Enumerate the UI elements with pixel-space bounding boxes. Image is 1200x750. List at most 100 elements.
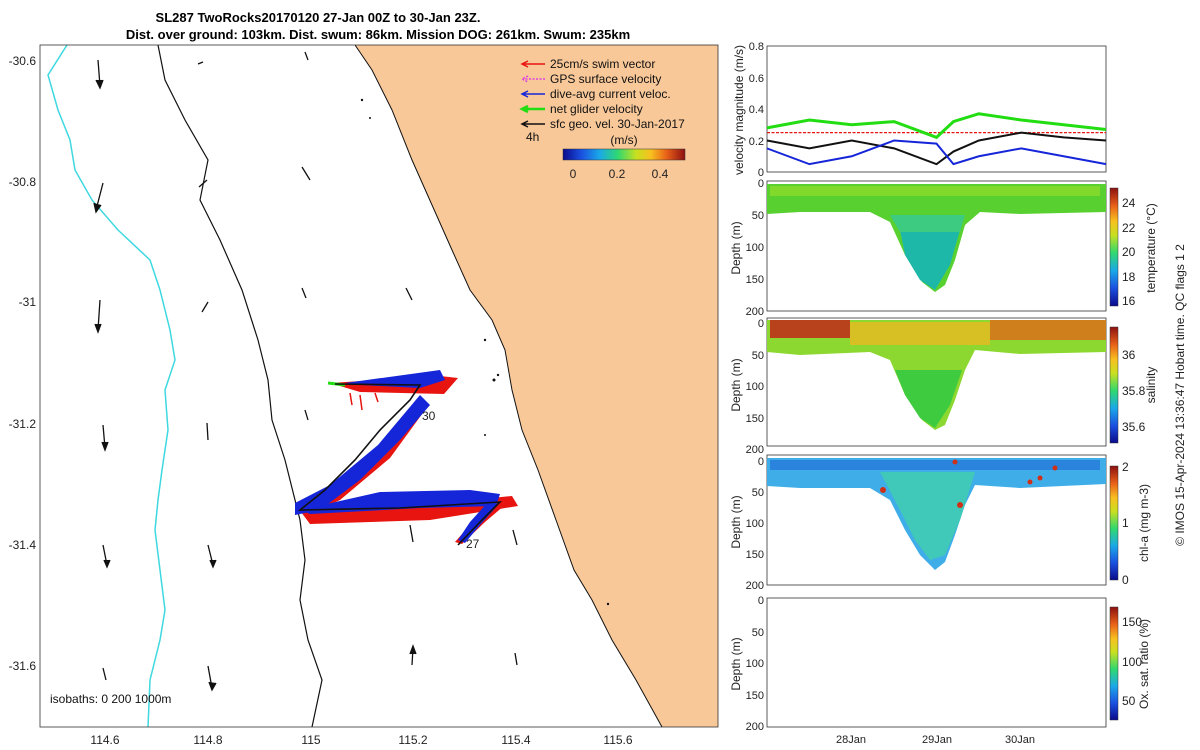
salinity-cbar-tick: 36 (1122, 348, 1136, 362)
chlorophyll-mid (880, 472, 975, 560)
oxygen-y-tick: 150 (746, 690, 764, 702)
map-y-tick: -31.2 (9, 417, 37, 431)
velocity-y-tick: 0.8 (749, 41, 764, 53)
velocity-y-tick: 0.4 (749, 104, 764, 116)
velocity-series-sfc-geo-velocity (766, 131, 1107, 166)
temperature-y-label: Depth (m) (729, 221, 743, 274)
velocity-y-tick: 0 (758, 167, 764, 179)
map-y-tick: -31.4 (9, 538, 37, 552)
legend-net-label: net glider velocity (550, 102, 643, 116)
map-legend: 25cm/s swim vector GPS surface velocity … (519, 57, 686, 181)
oxygen-y-tick: 200 (746, 721, 764, 733)
temperature-panel: 0 50 100 150 200 Depth (m) 24 22 20 18 1… (729, 178, 1158, 318)
salinity-y-tick: 0 (758, 318, 764, 330)
chlorophyll-hotspots (880, 459, 1058, 508)
oxygen-x-tick: 30Jan (1005, 734, 1035, 746)
temperature-surface-warm (770, 186, 1100, 196)
temperature-cbar-tick: 18 (1122, 270, 1136, 284)
day-label-30: 30 (422, 409, 436, 423)
geo-velocity-arrows (93, 51, 518, 692)
chlorophyll-cbar-tick: 2 (1122, 460, 1129, 474)
chlorophyll-y-tick: 150 (746, 549, 764, 561)
colorbar-tick: 0.4 (652, 167, 669, 181)
map-x-tick: 115.4 (501, 733, 530, 747)
map-x-axis: 114.6 114.8 115 115.2 115.4 115.6 (90, 733, 632, 747)
map-x-tick: 115.6 (603, 733, 632, 747)
salinity-y-tick: 200 (746, 444, 764, 456)
oxygen-plot-frame (766, 597, 1107, 728)
legend-current-arrow (520, 90, 545, 98)
temperature-cbar-tick: 24 (1122, 196, 1136, 210)
map-panel: 30 27 (40, 45, 718, 727)
temperature-cbar-label: temperature (°C) (1144, 203, 1158, 293)
oxygen-y-tick: 0 (758, 595, 764, 607)
map-y-tick: -30.8 (9, 175, 37, 189)
chlorophyll-y-tick: 100 (746, 518, 764, 530)
oxygen-y-tick: 50 (752, 627, 764, 639)
velocity-series-net-glider-velocity (766, 112, 1107, 140)
map-y-tick: -31 (19, 295, 37, 309)
oxygen-y-label: Depth (m) (729, 637, 743, 690)
chlorophyll-y-tick: 200 (746, 580, 764, 592)
chlorophyll-surface (770, 460, 1100, 470)
oxygen-panel: 0 50 100 150 200 Depth (m) 150 100 50 Ox… (729, 595, 1151, 746)
temperature-deep (900, 230, 960, 290)
legend-net-arrow (519, 104, 545, 114)
legend-gps-arrow (520, 75, 545, 83)
velocity-y-axis: 0.8 0.6 0.4 0.2 0 (749, 41, 764, 179)
map-x-tick: 115.2 (398, 733, 427, 747)
title-line-2: Dist. over ground: 103km. Dist. swum: 86… (126, 27, 630, 42)
isobath-200m (157, 45, 323, 727)
salinity-y-tick: 150 (746, 413, 764, 425)
chlorophyll-y-label: Depth (m) (729, 495, 743, 548)
map-x-tick: 114.8 (193, 733, 222, 747)
coastline (354, 45, 663, 727)
salinity-y-tick: 50 (752, 350, 764, 362)
salinity-cbar-label: salinity (1144, 367, 1158, 404)
temperature-cbar-tick: 22 (1122, 221, 1136, 235)
map-frame (39, 44, 719, 728)
oxygen-y-tick: 100 (746, 658, 764, 670)
salinity-colorbar (1109, 326, 1119, 444)
chlorophyll-y-tick: 50 (752, 487, 764, 499)
salinity-surface-right (990, 320, 1106, 340)
salinity-y-label: Depth (m) (729, 358, 743, 411)
isobath-1000m (47, 45, 176, 727)
chlorophyll-y-axis: 0 50 100 150 200 (746, 456, 764, 592)
oxygen-cbar-tick: 150 (1122, 615, 1142, 629)
temperature-y-tick: 150 (746, 274, 764, 286)
chlorophyll-colorbar (1109, 465, 1119, 581)
velocity-plot-frame (766, 45, 1107, 173)
colorbar-tick: 0.2 (609, 167, 626, 181)
velocity-series-dive-avg-current (766, 139, 1107, 166)
salinity-deep (895, 370, 962, 428)
temperature-mid (890, 215, 965, 232)
velocity-y-tick: 0.2 (749, 136, 764, 148)
glider-track (297, 383, 503, 546)
temperature-y-tick: 0 (758, 178, 764, 190)
legend-gps-label: GPS surface velocity (550, 72, 661, 86)
speed-colorbar (562, 148, 686, 161)
legend-current-label: dive-avg current veloc. (550, 87, 671, 101)
chlorophyll-panel: 0 50 100 150 200 Depth (m) 2 1 0 chl-a (… (729, 454, 1151, 592)
title-line-1: SL287 TwoRocks20170120 27-Jan 00Z to 30-… (156, 10, 481, 25)
oxygen-colorbar (1109, 606, 1119, 721)
oxygen-cbar-tick: 50 (1122, 694, 1136, 708)
oxygen-cbar-label: Ox. sat. ratio (%) (1137, 619, 1151, 709)
land-polygon (355, 45, 718, 727)
side-caption: © IMOS 15-Apr-2024 13:36:47 Hobart time.… (1173, 244, 1187, 546)
chlorophyll-y-tick: 0 (758, 456, 764, 468)
islands (360, 98, 610, 606)
velocity-y-tick: 0.6 (749, 73, 764, 85)
isobaths-label: isobaths: 0 200 1000m (50, 692, 171, 706)
velocity-series (766, 112, 1107, 166)
temperature-colorbar (1109, 187, 1119, 307)
velocity-y-label: velocity magnitude (m/s) (732, 45, 746, 175)
colorbar-title: (m/s) (610, 133, 637, 147)
map-x-tick: 115 (301, 733, 320, 747)
velocity-panel: 0.8 0.6 0.4 0.2 0 velocity magnitude (m/… (732, 41, 1107, 179)
salinity-cbar-tick: 35.6 (1122, 420, 1146, 434)
temperature-y-tick: 100 (746, 242, 764, 254)
map-x-tick: 114.6 (90, 733, 119, 747)
